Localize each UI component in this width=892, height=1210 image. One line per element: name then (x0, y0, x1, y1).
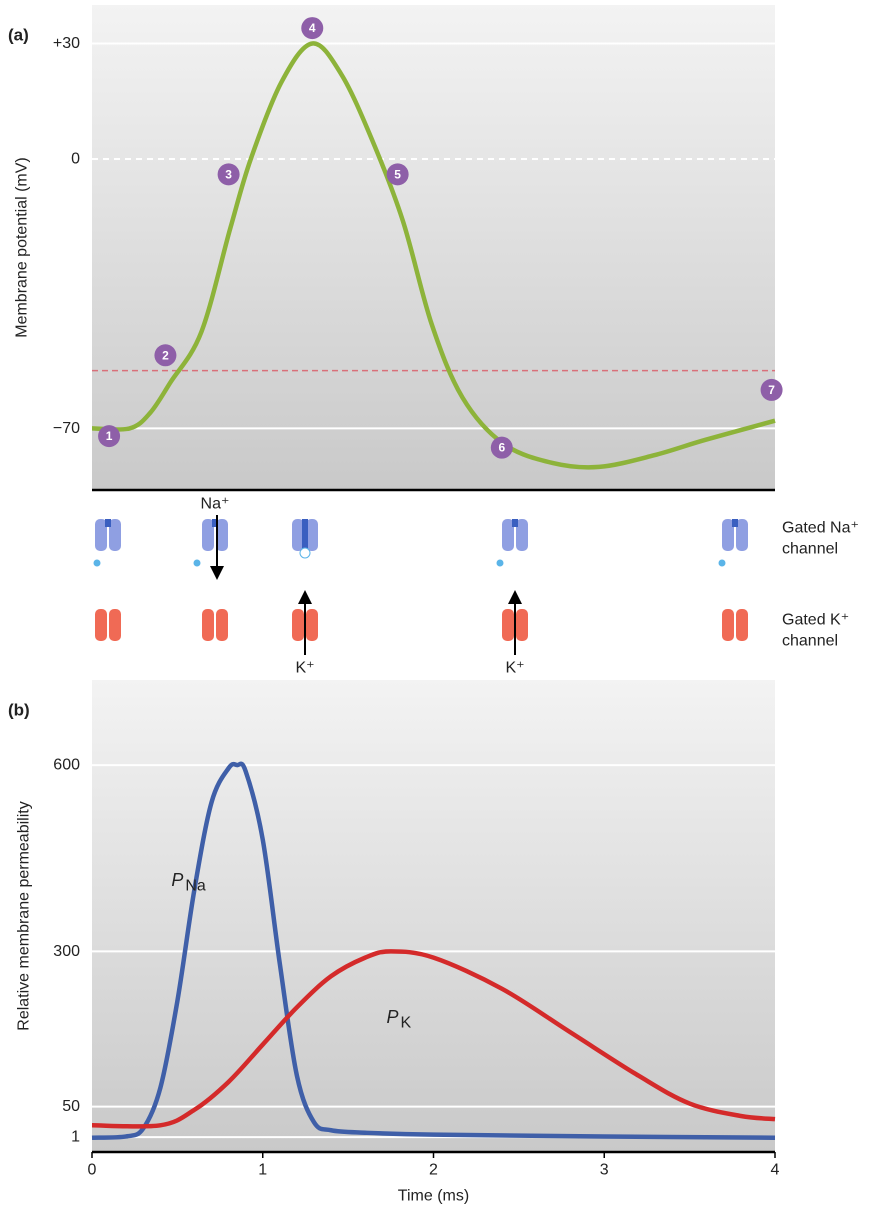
channel-label: Gated Na⁺ (782, 520, 859, 537)
panel-label: (b) (8, 701, 30, 720)
y-tick-label: 1 (71, 1129, 80, 1146)
x-tick-label: 3 (600, 1162, 609, 1179)
step-number: 5 (394, 167, 401, 181)
channel-label: channel (782, 541, 838, 558)
step-number: 1 (106, 429, 113, 443)
ion-label: K⁺ (295, 660, 314, 677)
channel-label: Gated K⁺ (782, 612, 849, 629)
series-label-subscript: Na (185, 877, 206, 894)
figure: Na⁺ K⁺ K⁺ Gated Na⁺ channel Gated K⁺ cha… (0, 0, 892, 1210)
series-label: P (171, 870, 183, 890)
x-tick-label: 1 (258, 1162, 267, 1179)
y-axis-label: Relative membrane permeability (16, 801, 33, 1030)
series-label-subscript: K (401, 1015, 412, 1032)
y-tick-label: +30 (53, 35, 80, 52)
y-axis-label: Membrane potential (mV) (14, 157, 31, 338)
plot-background (92, 680, 775, 1152)
step-number: 7 (768, 383, 775, 397)
na-channel (292, 519, 318, 558)
x-axis-label: Time (ms) (398, 1188, 469, 1205)
na-channel (496, 519, 528, 567)
channels: Na⁺ K⁺ K⁺ Gated Na⁺ channel Gated K⁺ cha… (93, 496, 859, 677)
y-tick-label: 50 (62, 1098, 80, 1115)
y-tick-label: 0 (71, 150, 80, 167)
step-number: 3 (225, 167, 232, 181)
plot-background (92, 5, 775, 490)
y-tick-label: 600 (53, 757, 80, 774)
ion-label: Na⁺ (201, 496, 230, 513)
step-number: 6 (498, 441, 505, 455)
ion-label: K⁺ (505, 660, 524, 677)
na-channel (193, 519, 228, 567)
y-tick-label: −70 (53, 420, 80, 437)
channel-label: channel (782, 633, 838, 650)
x-tick-label: 2 (429, 1162, 438, 1179)
na-channel (718, 519, 748, 567)
k-channel (95, 609, 748, 641)
x-tick-label: 0 (88, 1162, 97, 1179)
y-tick-label: 300 (53, 943, 80, 960)
series-label: P (387, 1007, 399, 1027)
step-number: 4 (309, 21, 316, 35)
panel-label: (a) (8, 26, 29, 45)
step-number: 2 (162, 348, 169, 362)
na-channel (93, 519, 121, 567)
x-tick-label: 4 (771, 1162, 780, 1179)
